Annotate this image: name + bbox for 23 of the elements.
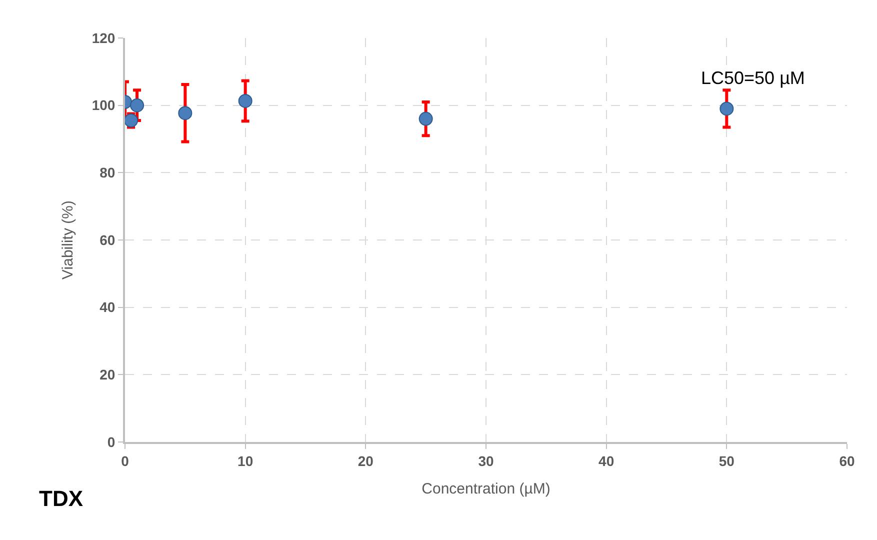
point	[418, 112, 433, 126]
y-tick-label: 60	[100, 232, 116, 248]
x-tick-label: 50	[718, 452, 735, 469]
y-tick-label: 80	[100, 164, 116, 181]
annotation: LC50=50 µM	[701, 68, 805, 88]
y-tick-label: 120	[92, 30, 116, 46]
point	[130, 98, 144, 112]
y-tick-label: 20	[100, 366, 116, 383]
x-tick-label: 60	[839, 452, 855, 469]
x-axis-title: Concentration (µM)	[422, 480, 550, 498]
x-tick-label: 30	[478, 452, 494, 469]
x-tick-label: 20	[358, 452, 374, 469]
point	[178, 106, 192, 120]
x-tick-label: 40	[598, 452, 614, 469]
y-axis-title: Viability (%)	[60, 200, 77, 280]
y-tick-label: 100	[92, 97, 116, 114]
x-tick-label: 0	[121, 452, 130, 469]
text: TDX	[39, 486, 84, 511]
point	[720, 102, 734, 116]
x-tick-label: 10	[238, 452, 254, 469]
y-tick-label: 0	[107, 434, 116, 450]
y-tick-label: 40	[100, 299, 116, 316]
point	[238, 94, 252, 108]
